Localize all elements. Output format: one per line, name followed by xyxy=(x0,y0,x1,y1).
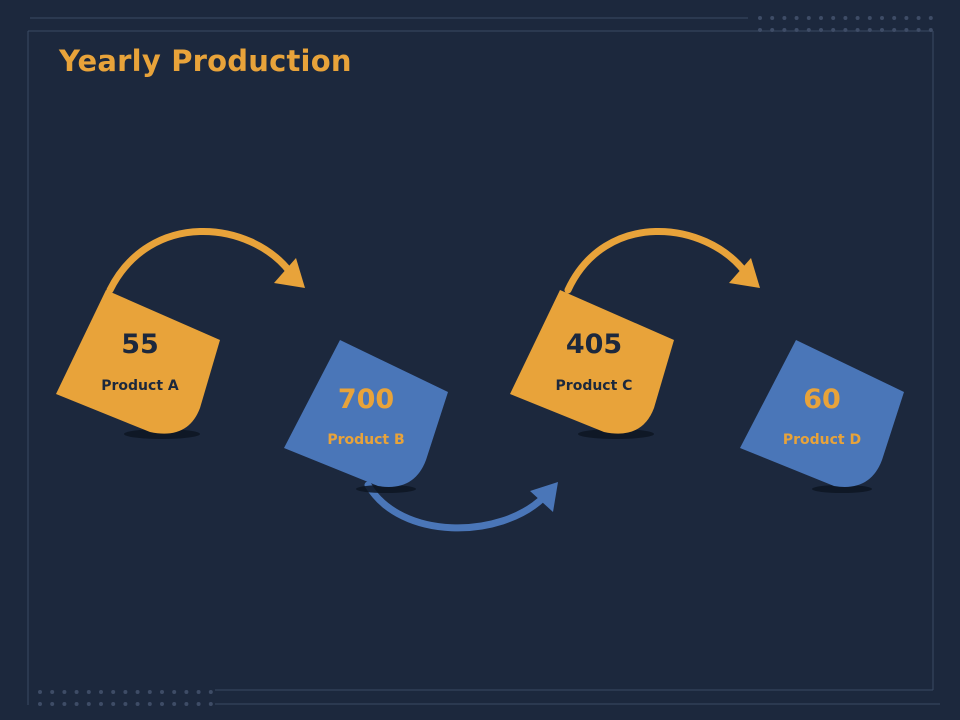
decorative-dot xyxy=(172,702,177,706)
decorative-dot xyxy=(86,690,91,694)
decorative-dot xyxy=(831,16,836,20)
decorative-dot xyxy=(904,28,909,32)
product-card-b-shape xyxy=(284,340,448,493)
decorative-dot xyxy=(74,702,79,706)
decorative-dot xyxy=(111,702,116,706)
arrow-a-to-b xyxy=(106,228,294,294)
product-card-a: 55 Product A xyxy=(56,290,220,439)
decorative-dot xyxy=(208,702,213,706)
decorative-dot xyxy=(86,702,91,706)
page-title: Yearly Production xyxy=(59,44,352,78)
decorative-dot xyxy=(794,28,799,32)
decorative-dot xyxy=(782,16,787,20)
product-c-label: Product C xyxy=(555,378,633,394)
decorative-dot xyxy=(50,702,55,706)
decorative-dot xyxy=(867,16,872,20)
decorative-dot xyxy=(880,16,884,20)
decorative-dot xyxy=(892,16,897,20)
decorative-dot xyxy=(99,690,103,694)
decorative-dot xyxy=(184,690,189,694)
decorative-dot xyxy=(819,28,823,32)
product-d-label: Product D xyxy=(782,432,862,448)
decorative-dot xyxy=(74,690,79,694)
decorative-dot xyxy=(172,690,177,694)
product-d-value: 60 xyxy=(803,384,841,415)
decorative-dot xyxy=(806,16,811,20)
arrow-b-to-c-head xyxy=(530,482,558,512)
decorative-dot xyxy=(147,690,152,694)
decorative-dot xyxy=(843,16,848,20)
decorative-dot xyxy=(123,690,128,694)
decorative-dot xyxy=(904,16,909,20)
decorative-dot xyxy=(916,28,921,32)
product-card-d-shape xyxy=(740,340,904,493)
decorative-dot xyxy=(806,28,811,32)
product-card-c: 405 Product C xyxy=(510,290,674,439)
decorative-dot xyxy=(831,28,836,32)
decorative-dot xyxy=(782,28,787,32)
decorative-dot xyxy=(770,16,775,20)
decorative-dot xyxy=(855,28,860,32)
product-b-label: Product B xyxy=(327,432,405,448)
arrow-b-to-c xyxy=(364,481,548,532)
decorative-dot xyxy=(50,690,55,694)
decorative-dot xyxy=(794,16,799,20)
decorative-dot xyxy=(38,702,42,706)
arrow-c-to-d-head xyxy=(729,258,760,288)
dot-grid-bottom-left xyxy=(38,690,213,706)
decorative-dot xyxy=(843,28,848,32)
decorative-dot xyxy=(135,702,140,706)
decorative-dot xyxy=(111,690,116,694)
product-card-b: 700 Product B xyxy=(284,340,448,493)
decorative-dot xyxy=(62,702,67,706)
decorative-dot xyxy=(147,702,152,706)
decorative-dot xyxy=(208,690,213,694)
decorative-dot xyxy=(758,16,762,20)
product-c-value: 405 xyxy=(565,329,623,360)
decorative-dot xyxy=(819,16,823,20)
product-card-a-shape xyxy=(56,290,220,439)
product-a-label: Product A xyxy=(101,378,179,394)
decorative-dot xyxy=(160,702,164,706)
arrow-a-to-b-head xyxy=(274,258,305,288)
decorative-dot xyxy=(99,702,103,706)
decorative-dot xyxy=(160,690,164,694)
decorative-dot xyxy=(855,16,860,20)
decorative-dot xyxy=(135,690,140,694)
decorative-dot xyxy=(38,690,42,694)
decorative-dot xyxy=(892,28,897,32)
decorative-dot xyxy=(867,28,872,32)
dot-grid-top-right xyxy=(758,16,933,32)
decorative-dot xyxy=(196,702,201,706)
decorative-dot xyxy=(62,690,67,694)
decorative-dot xyxy=(184,702,189,706)
product-card-d: 60 Product D xyxy=(740,340,904,493)
product-card-c-shape xyxy=(510,290,674,439)
product-b-value: 700 xyxy=(337,384,395,415)
decorative-dot xyxy=(123,702,128,706)
product-a-value: 55 xyxy=(121,329,159,360)
decorative-dot xyxy=(928,16,933,20)
decorative-dot xyxy=(196,690,201,694)
decorative-dot xyxy=(928,28,933,32)
decorative-dot xyxy=(758,28,762,32)
decorative-dot xyxy=(880,28,884,32)
decorative-dot xyxy=(916,16,921,20)
decorative-dot xyxy=(770,28,775,32)
arrow-c-to-d xyxy=(564,228,749,294)
